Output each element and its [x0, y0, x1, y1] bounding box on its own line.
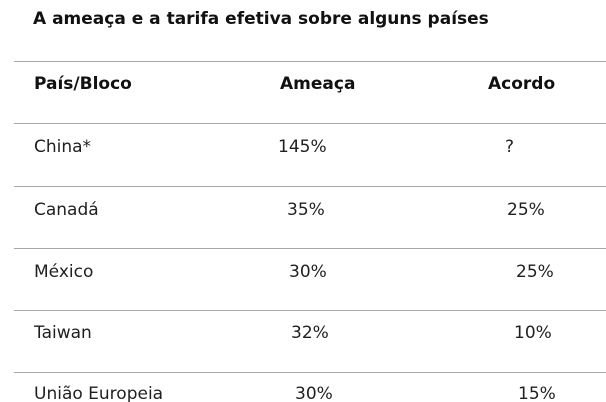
row-eu-country: União Europeia [34, 384, 164, 402]
row-china-country: China* [34, 137, 92, 157]
table-top-divider [14, 61, 606, 62]
row-taiwan-country: Taiwan [34, 323, 92, 343]
row-mexico-threat: 30% [289, 262, 327, 282]
row-divider [14, 310, 606, 311]
row-eu-deal: 15% [518, 384, 556, 402]
column-header-threat: Ameaça [280, 74, 356, 94]
page-title: A ameaça e a tarifa efetiva sobre alguns… [33, 9, 489, 29]
row-canada-deal: 25% [507, 200, 545, 220]
header-divider [14, 123, 606, 124]
row-canada-country: Canadá [34, 200, 99, 220]
row-divider [14, 248, 606, 249]
column-header-deal: Acordo [488, 74, 556, 94]
row-mexico-deal: 25% [516, 262, 554, 282]
row-taiwan-deal: 10% [514, 323, 552, 343]
row-taiwan-threat: 32% [291, 323, 329, 343]
column-header-country: País/Bloco [34, 74, 132, 94]
row-mexico-country: México [34, 262, 94, 282]
row-eu-threat: 30% [295, 384, 333, 402]
row-china-deal: ? [505, 137, 515, 157]
row-divider [14, 372, 606, 373]
row-canada-threat: 35% [287, 200, 325, 220]
row-divider [14, 186, 606, 187]
row-china-threat: 145% [278, 137, 327, 157]
